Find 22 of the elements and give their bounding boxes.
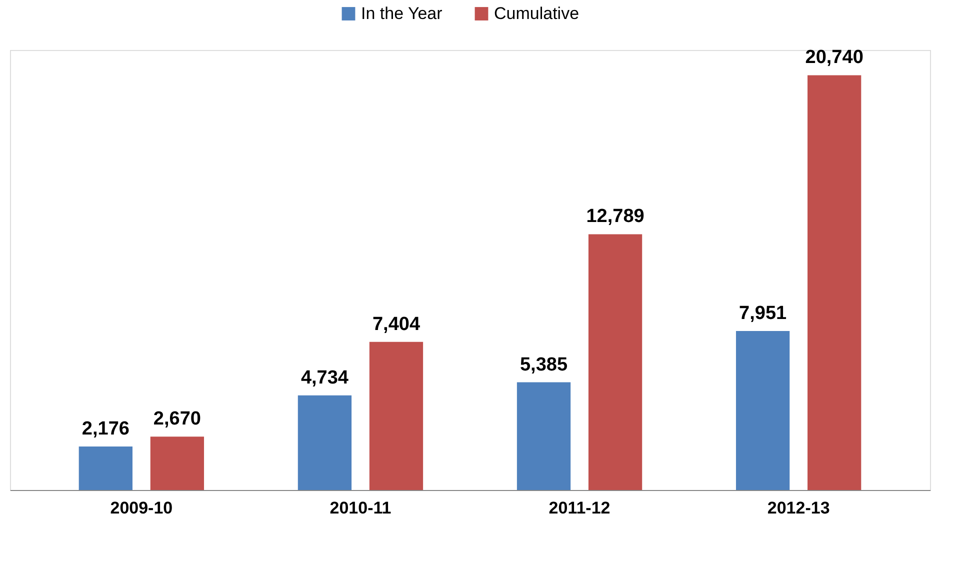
bar [150, 436, 204, 490]
bar [808, 75, 862, 490]
legend-label: Cumulative [494, 4, 580, 23]
x-tick-label: 2009-10 [110, 498, 173, 518]
data-label: 12,789 [586, 206, 644, 228]
legend-label: In the Year [361, 4, 443, 23]
data-label: 7,404 [372, 314, 420, 335]
bar [78, 446, 132, 490]
data-label: 7,951 [739, 302, 788, 324]
bar [516, 382, 571, 490]
bar [588, 234, 642, 490]
x-tick-label: 2011-12 [548, 498, 610, 518]
x-tick-label: 2010-11 [330, 498, 392, 518]
x-tick-label: 2012-13 [767, 498, 830, 518]
data-label: 20,740 [805, 47, 864, 68]
data-label: 2,670 [153, 408, 201, 430]
data-label: 4,734 [300, 367, 349, 388]
data-label: 2,176 [82, 418, 130, 440]
bar [369, 342, 424, 490]
bar [298, 395, 352, 490]
data-label: 5,385 [520, 354, 568, 376]
bar [736, 330, 790, 490]
